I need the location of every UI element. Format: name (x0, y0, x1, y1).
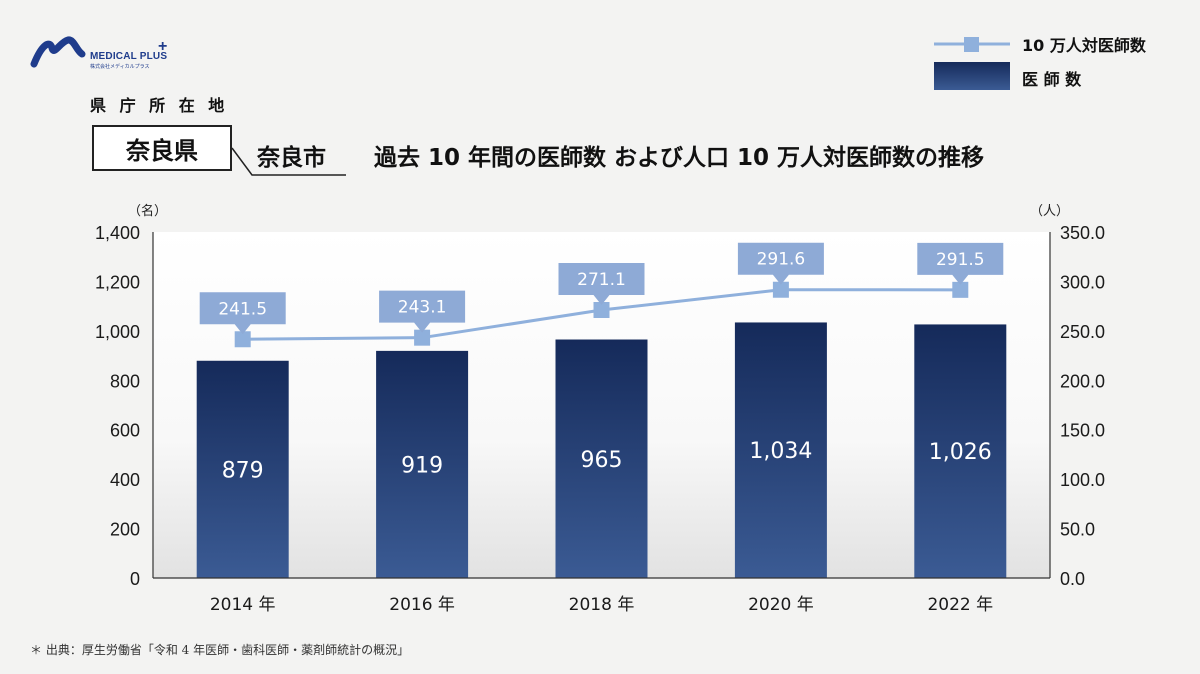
x-tick-label: 2020 年 (748, 595, 814, 615)
logo-wordmark: MEDICAL PLUS (90, 51, 168, 62)
legend-bar-label: 医 師 数 (1022, 70, 1082, 89)
city-name: 奈良市 (257, 145, 326, 171)
y-left-tick-label: 600 (110, 421, 140, 441)
x-tick-label: 2022 年 (927, 595, 993, 615)
chart-title: 過去 10 年間の医師数 および人口 10 万人対医師数の推移 (374, 145, 985, 171)
y-left-tick-label: 400 (110, 470, 140, 490)
line-value-callout (737, 242, 824, 285)
bar-value-label: 879 (222, 458, 264, 483)
line-value-label: 241.5 (218, 299, 267, 319)
y-right-tick-label: 100.0 (1060, 470, 1105, 490)
source-note: ＊ 出典：厚生労働省「令和 4 年医師・歯科医師・薬剤師統計の概況」 (30, 643, 410, 657)
line-marker (234, 331, 251, 348)
line-marker (593, 301, 610, 318)
logo-subtitle: 株式会社メディカルプラス (90, 64, 150, 70)
legend-bar-swatch (934, 62, 1010, 90)
logo-plus-icon: + (158, 38, 168, 55)
capital-label: 県 庁 所 在 地 (90, 96, 229, 115)
y-right-tick-label: 300.0 (1060, 272, 1105, 292)
y-right-tick-label: 150.0 (1060, 421, 1105, 441)
y-left-tick-label: 1,200 (95, 272, 140, 292)
y-left-unit: （名） (128, 204, 168, 219)
x-tick-label: 2018 年 (569, 595, 635, 615)
legend-item-bar: 医 師 数 (934, 62, 1194, 92)
bar (734, 322, 827, 578)
x-tick-label: 2016 年 (389, 595, 455, 615)
line-value-label: 271.1 (577, 270, 626, 290)
y-right-tick-label: 350.0 (1060, 223, 1105, 243)
bar-value-label: 919 (401, 453, 443, 478)
x-tick-label: 2014 年 (210, 595, 276, 615)
y-right-tick-label: 0.0 (1060, 569, 1085, 589)
line-value-callout (558, 262, 645, 305)
line-value-callout (199, 292, 286, 335)
line-value-label: 291.5 (936, 250, 985, 270)
y-right-tick-label: 50.0 (1060, 520, 1095, 540)
y-right-unit: （人） (1030, 204, 1070, 219)
legend-line-label: 10 万人対医師数 (1022, 36, 1146, 55)
bar-value-label: 1,034 (749, 439, 812, 464)
bar-value-label: 1,026 (929, 440, 992, 465)
line-marker (772, 281, 789, 298)
y-left-tick-label: 0 (130, 569, 140, 589)
line-value-callout (379, 290, 466, 333)
bar (196, 360, 289, 578)
y-right-tick-label: 200.0 (1060, 371, 1105, 391)
y-left-tick-label: 200 (110, 520, 140, 540)
y-left-tick-label: 800 (110, 371, 140, 391)
line-value-label: 243.1 (398, 298, 447, 318)
bar (555, 339, 648, 578)
bar (914, 324, 1007, 578)
line-marker (414, 329, 431, 346)
bar (376, 350, 469, 578)
y-left-tick-label: 1,400 (95, 223, 140, 243)
legend-line-swatch (934, 37, 1010, 52)
line-value-callout (917, 242, 1004, 285)
line-marker (952, 281, 969, 298)
y-left-tick-label: 1,000 (95, 322, 140, 342)
legend-item-line: 10 万人対医師数 (934, 30, 1194, 58)
prefecture-box: 奈良県 (92, 125, 232, 171)
y-right-tick-label: 250.0 (1060, 322, 1105, 342)
line-value-label: 291.6 (757, 250, 806, 270)
bar-value-label: 965 (581, 448, 623, 473)
medical-plus-logo (30, 36, 86, 68)
